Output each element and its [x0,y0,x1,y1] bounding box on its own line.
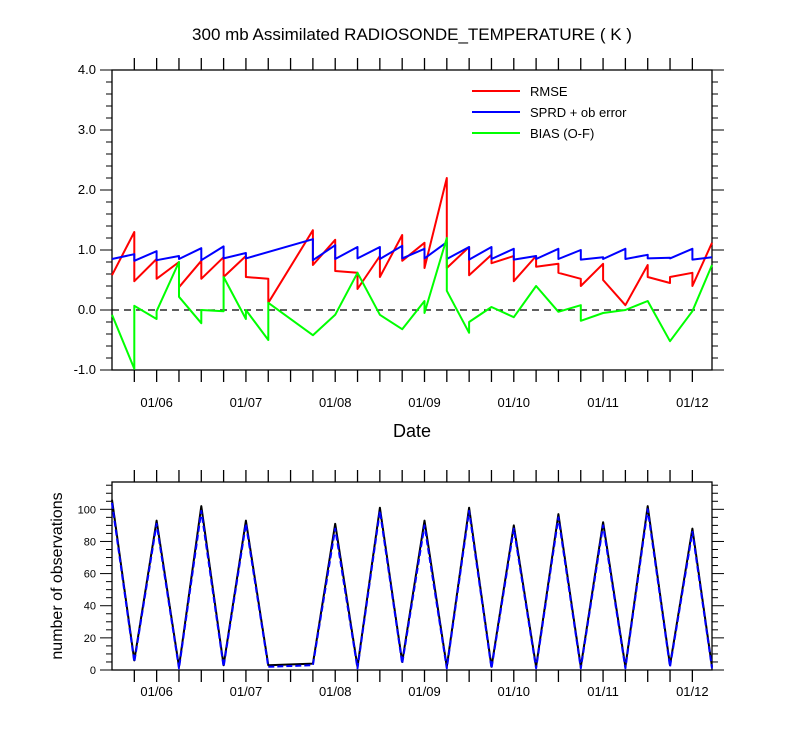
top-chart: 01/06 01/07 01/08 01/09 01/10 01/11 01/12 -1.0 0… [74,58,724,410]
legend-label-1: RMSE [530,84,568,99]
top-x-tick-label: 01/07 [230,395,263,410]
top-plot-frame [111,69,713,371]
bottom-x-tick-label: 01/07 [230,684,263,699]
bottom-series-possible [111,499,713,668]
legend-label-2: SPRD + ob error [530,105,627,120]
top-x-tick-label: 01/10 [498,395,531,410]
top-y-tick-label: 2.0 [78,182,96,197]
bottom-x-tick-label: 01/10 [498,684,531,699]
top-y-tick-label: 1.0 [78,242,96,257]
top-series-sprd-ob-error [111,238,713,262]
bottom-y-tick-label: 40 [84,601,96,613]
bottom-plot-frame [111,481,713,671]
bottom-y-tick-label: 0 [90,665,96,677]
top-x-tick-label: 01/11 [587,395,619,410]
top-y-tick-label: 3.0 [78,122,96,137]
bottom-chart: 01/06 01/07 01/08 01/09 01/10 01/11 01/12 0 20 40… [78,470,724,699]
bottom-y-tick-label: 80 [84,536,96,548]
top-y-tick-label: 0.0 [78,302,96,317]
bottom-x-tick-label: 01/08 [319,684,352,699]
top-chart-x-axis-label: Date [393,421,431,441]
top-x-tick-label: 01/06 [140,395,173,410]
top-x-tick-label: 01/12 [676,395,709,410]
top-x-tick-label: 01/08 [319,395,352,410]
top-chart-title: 300 mb Assimilated RADIOSONDE_TEMPERATUR… [192,25,632,44]
bottom-series-used [111,502,713,670]
bottom-x-tick-label: 01/09 [408,684,441,699]
bottom-x-tick-label: 01/12 [676,684,709,699]
legend-label-3: BIAS (O-F) [530,126,594,141]
top-x-tick-label: 01/09 [408,395,441,410]
bottom-y-tick-label: 60 [84,569,96,581]
bottom-x-tick-label: 01/06 [140,684,173,699]
bottom-chart-y-axis-label: number of observations [49,492,66,659]
top-series-rmse [111,177,713,307]
top-series-bias-o-f [111,237,713,370]
bottom-x-tick-label: 01/11 [587,684,619,699]
top-y-tick-label: 4.0 [78,62,96,77]
bottom-y-tick-label: 100 [78,504,96,516]
bottom-y-tick-label: 20 [84,633,96,645]
top-y-tick-label: -1.0 [74,362,96,377]
